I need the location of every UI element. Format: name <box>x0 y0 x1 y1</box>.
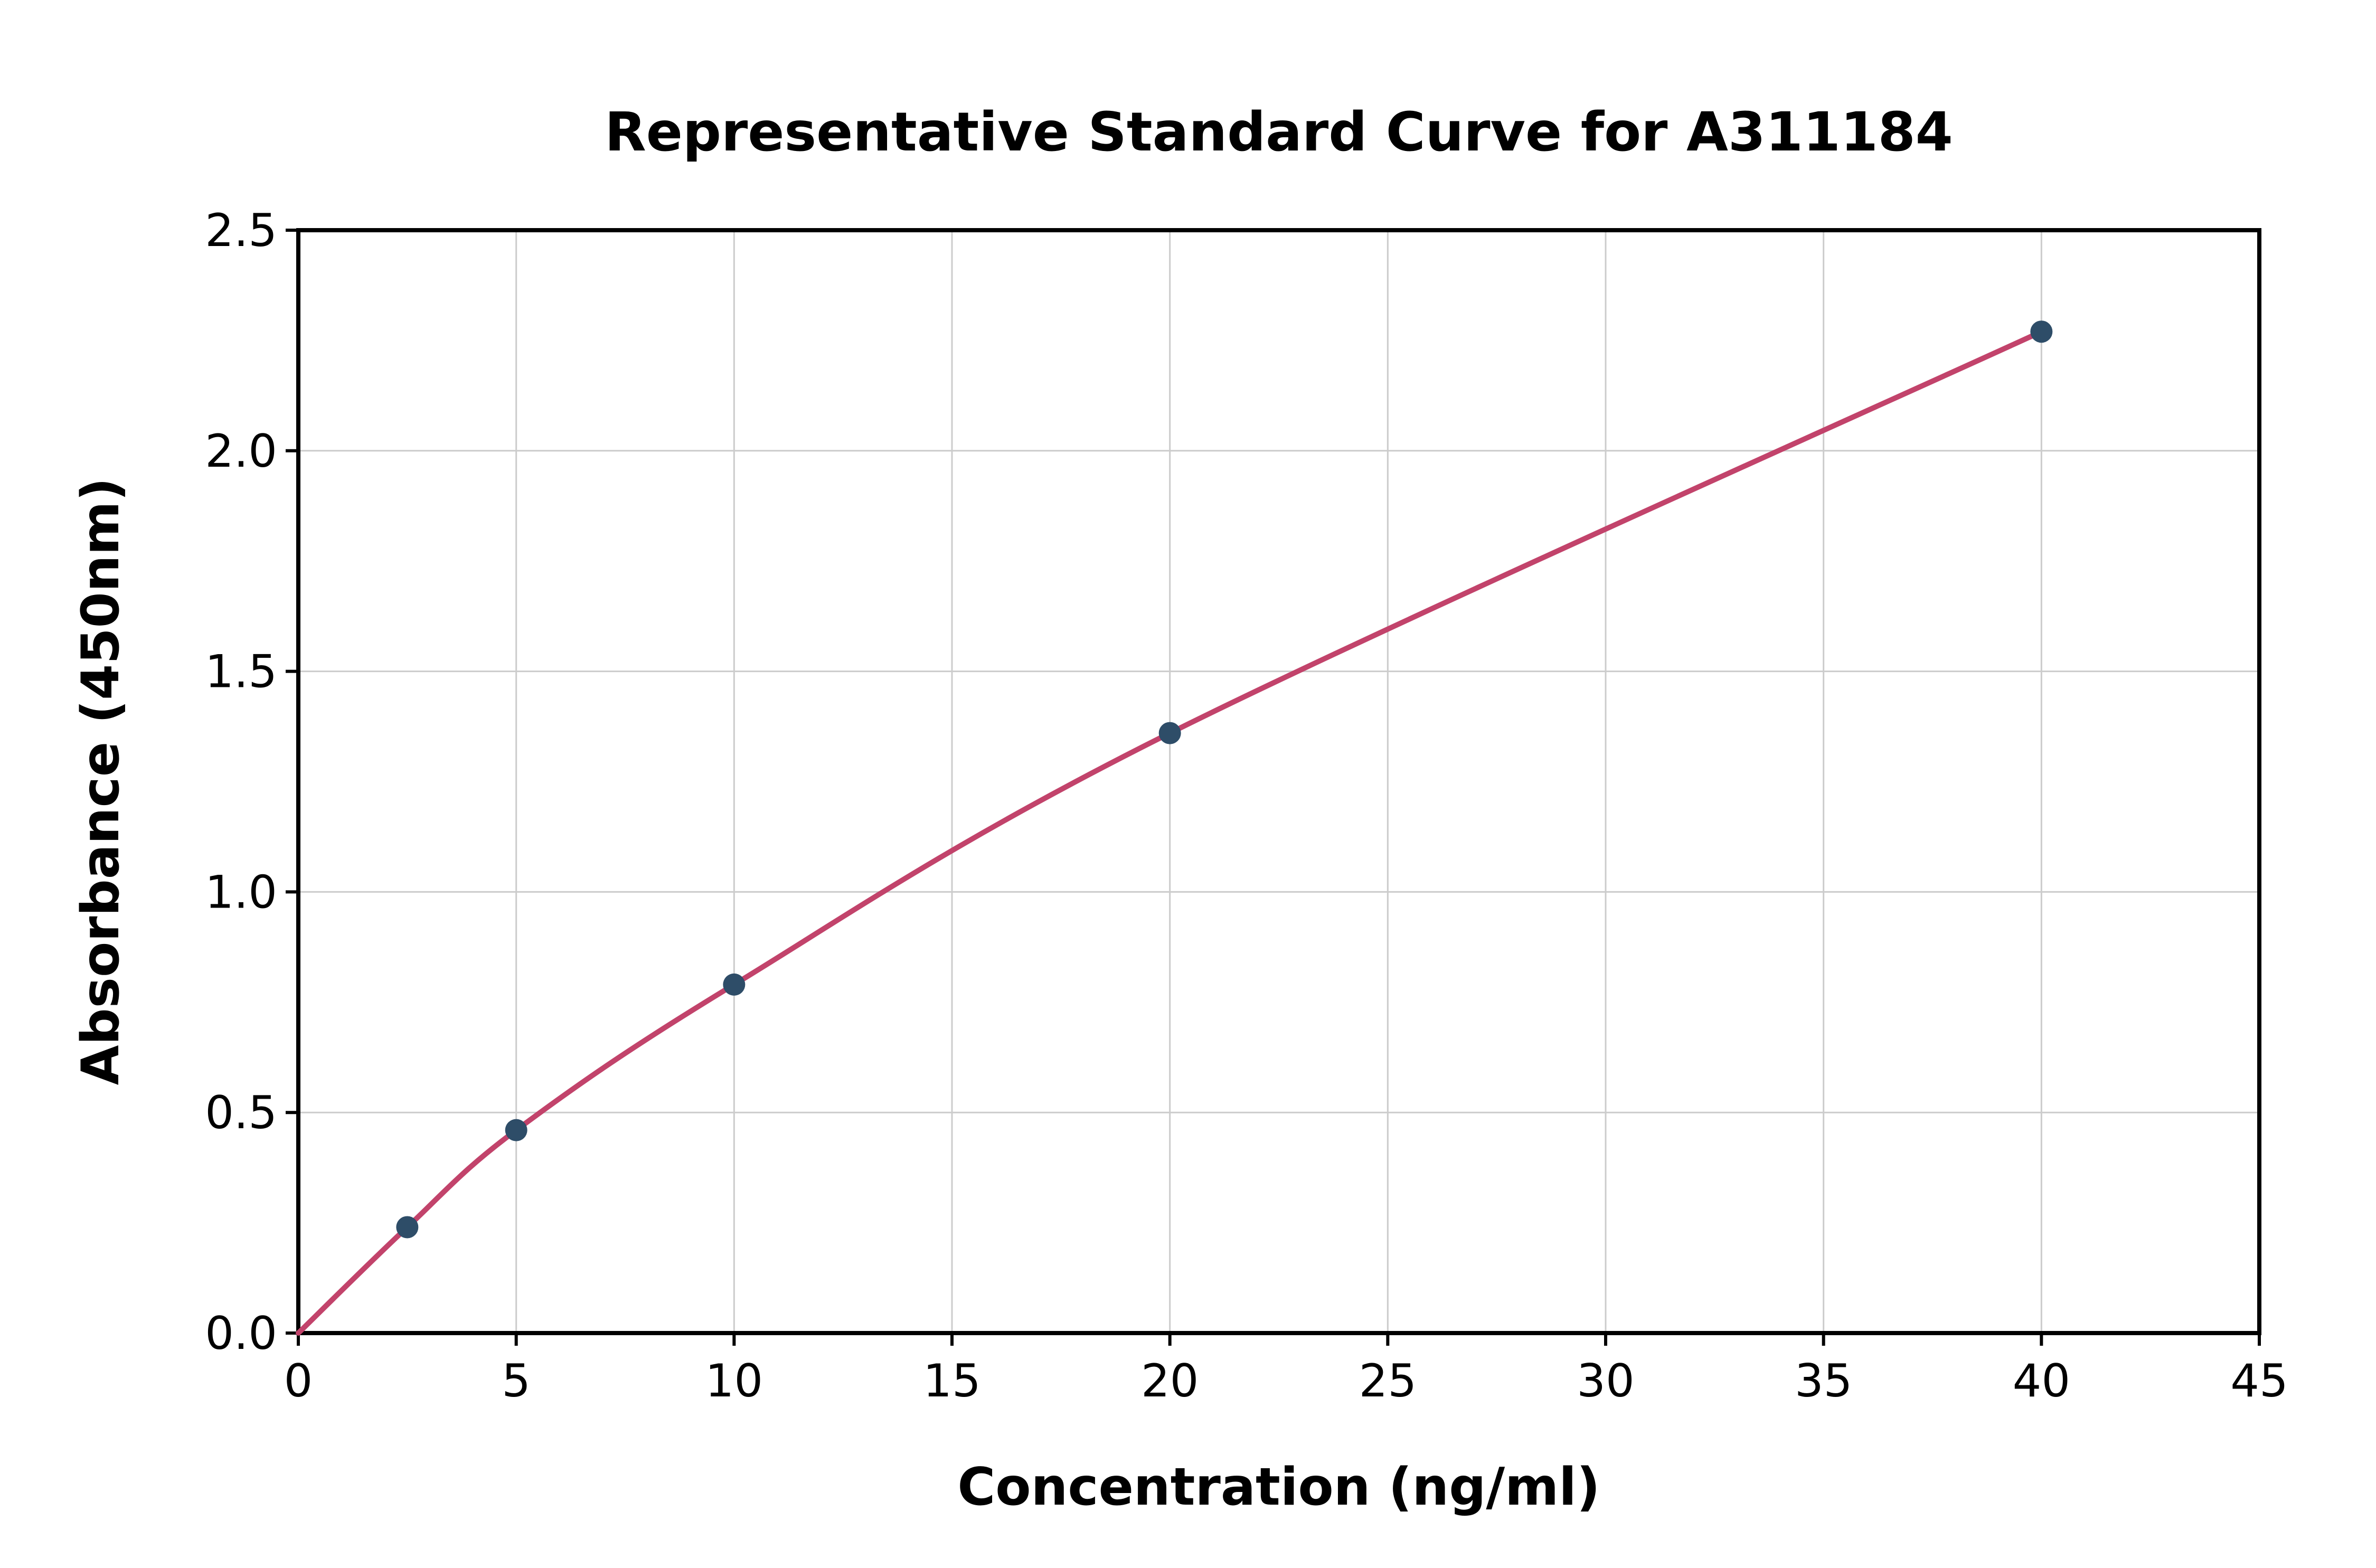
data-point-marker <box>1158 722 1181 744</box>
chart-title: Representative Standard Curve for A31118… <box>605 101 1953 164</box>
plot-area: 0 5 10 15 20 25 30 35 40 45 0.0 0.5 1.0 1.5 2.0 2.5 <box>205 204 2288 1408</box>
y-tick-label: 0.0 <box>205 1307 277 1360</box>
x-tick-label: 30 <box>1577 1355 1634 1408</box>
data-point-marker <box>505 1119 527 1141</box>
y-tick-label: 0.5 <box>205 1087 277 1139</box>
y-tick-label: 2.0 <box>205 425 277 478</box>
x-tick-label: 20 <box>1141 1355 1199 1408</box>
axis-spines <box>296 228 2261 1335</box>
plot-background <box>298 230 2259 1333</box>
data-point-marker <box>723 973 746 996</box>
x-axis-label: Concentration (ng/ml) <box>957 1457 1600 1517</box>
data-point-marker <box>2030 320 2053 343</box>
x-tick-label: 0 <box>284 1355 313 1408</box>
y-tick-label: 2.5 <box>205 204 277 257</box>
x-tick-label: 10 <box>705 1355 763 1408</box>
y-tick-label: 1.0 <box>205 866 277 919</box>
x-tick-label: 45 <box>2230 1355 2288 1408</box>
data-point-marker <box>396 1216 419 1239</box>
x-tick-label: 40 <box>2013 1355 2070 1408</box>
x-tick-label: 5 <box>502 1355 531 1408</box>
standard-curve-line <box>296 329 2044 1336</box>
x-tick-label: 35 <box>1795 1355 1852 1408</box>
y-tick-label: 1.5 <box>205 646 277 698</box>
y-axis-label: Absorbance (450nm) <box>71 478 131 1085</box>
x-tick-label: 25 <box>1359 1355 1417 1408</box>
x-tick-label: 15 <box>923 1355 980 1408</box>
